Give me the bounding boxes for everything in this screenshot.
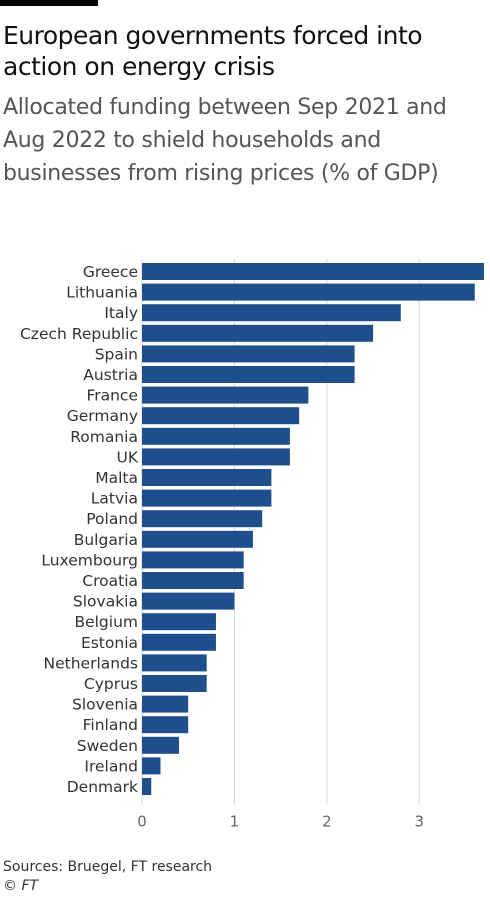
bar (142, 304, 401, 322)
category-label: Finland (83, 716, 138, 734)
category-label: Slovakia (73, 593, 138, 611)
chart-footer: Sources: Bruegel, FT research © FT (3, 858, 483, 896)
category-label: Latvia (91, 490, 138, 508)
bar (142, 654, 207, 672)
bar (142, 592, 235, 610)
x-tick-label: 2 (322, 813, 332, 831)
bar (142, 695, 189, 713)
bar (142, 675, 207, 692)
category-label: Ireland (84, 757, 138, 775)
chart-subtitle: Allocated funding between Sep 2021 and A… (3, 95, 447, 186)
bar (142, 469, 272, 486)
bar (142, 283, 475, 301)
bar (142, 427, 290, 445)
bar (142, 613, 216, 631)
bar (142, 716, 189, 734)
x-tick-label: 3 (415, 813, 425, 831)
bar (142, 407, 300, 425)
bar (142, 736, 179, 754)
category-label: Estonia (81, 634, 138, 652)
bar (142, 263, 484, 280)
category-label: Romania (70, 428, 138, 446)
bar (142, 489, 272, 507)
category-label: Belgium (74, 613, 138, 631)
bar (142, 324, 374, 342)
category-label: France (86, 387, 138, 405)
bar (142, 366, 355, 383)
bar-chart: 0 1 2 3 Greece Lithuania Italy Czech Republic Sp… (20, 259, 484, 831)
category-label: Netherlands (44, 654, 138, 672)
x-tick-label: 0 (137, 813, 147, 831)
category-label: Lithuania (66, 284, 138, 302)
category-label: Cyprus (84, 675, 138, 693)
bar (142, 510, 263, 528)
chart-title: European governments forced into action … (3, 21, 423, 81)
copyright-credit: © FT (3, 878, 39, 894)
bar (142, 633, 216, 651)
category-label: Croatia (82, 572, 138, 590)
bar (142, 448, 290, 466)
category-label: Slovenia (72, 696, 138, 714)
category-label: UK (116, 448, 138, 466)
bar (142, 757, 161, 775)
bar (142, 551, 244, 569)
bar (142, 530, 253, 548)
category-label: Sweden (77, 737, 138, 755)
bar (142, 345, 355, 363)
category-label: Italy (104, 304, 138, 322)
brand-top-bar (0, 0, 98, 6)
bar (142, 778, 152, 795)
source-note: Sources: Bruegel, FT research (3, 859, 213, 875)
bar (142, 572, 244, 589)
category-label: Malta (95, 469, 138, 487)
category-label: Spain (95, 345, 138, 363)
bar (142, 386, 309, 404)
category-label: Denmark (67, 778, 138, 796)
category-label: Greece (83, 263, 138, 281)
x-tick-label: 1 (230, 813, 240, 831)
category-label: Poland (86, 510, 138, 528)
category-label: Bulgaria (74, 531, 138, 549)
category-label: Germany (67, 407, 138, 425)
category-label: Austria (83, 366, 138, 384)
category-label: Luxembourg (41, 551, 138, 569)
category-label: Czech Republic (20, 325, 138, 343)
